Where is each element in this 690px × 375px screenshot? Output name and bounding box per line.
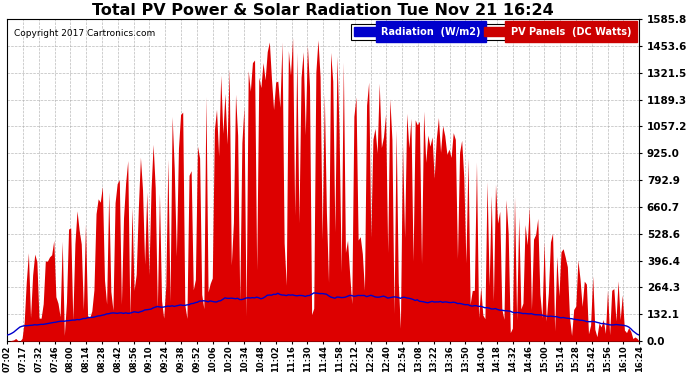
Text: Copyright 2017 Cartronics.com: Copyright 2017 Cartronics.com xyxy=(14,28,155,38)
Title: Total PV Power & Solar Radiation Tue Nov 21 16:24: Total PV Power & Solar Radiation Tue Nov… xyxy=(92,3,554,18)
Legend: Radiation  (W/m2), PV Panels  (DC Watts): Radiation (W/m2), PV Panels (DC Watts) xyxy=(351,24,634,40)
